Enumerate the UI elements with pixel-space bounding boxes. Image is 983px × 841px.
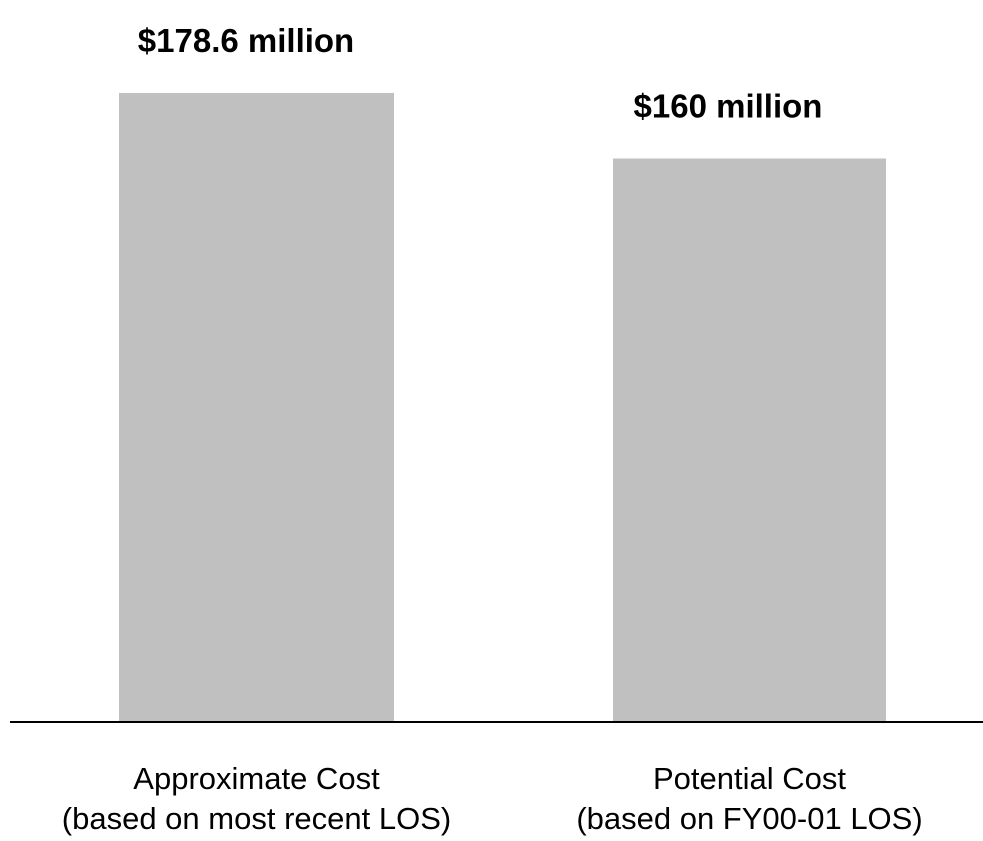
bar-0	[119, 92, 394, 723]
bar-1	[613, 158, 886, 723]
x-tick-labels-group: Approximate Cost (based on most recent LO…	[62, 761, 923, 836]
x-tick-label-1-line-0: Potential Cost	[653, 761, 846, 796]
x-tick-label-0-line-0: Approximate Cost	[133, 761, 380, 796]
x-tick-label-0-line-1: (based on most recent LOS)	[62, 801, 451, 836]
data-labels-group: $178.6 million $160 million	[138, 22, 823, 125]
x-tick-label-1-line-1: (based on FY00-01 LOS)	[576, 801, 922, 836]
data-label-0: $178.6 million	[138, 22, 354, 59]
bars-group	[119, 92, 886, 723]
data-label-1: $160 million	[634, 87, 823, 124]
